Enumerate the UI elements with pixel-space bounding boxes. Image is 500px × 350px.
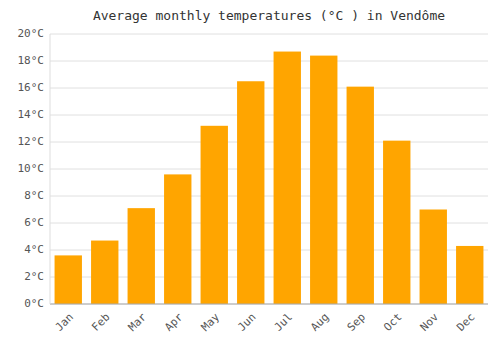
grid-line: [50, 61, 488, 62]
bar: [274, 52, 301, 304]
x-axis-line: [50, 304, 488, 305]
y-tick-label: 4°C: [24, 243, 44, 256]
x-tick-label: Aug: [308, 311, 331, 334]
x-tick-label: Jan: [53, 311, 76, 334]
grid-line: [50, 196, 488, 197]
x-tick-label: Feb: [89, 311, 112, 334]
grid-line: [50, 34, 488, 35]
chart: 0°C 2°C 4°C 6°C 8°C 10°C 12°C 14°C 16°C 18°C 20°C J…: [0, 0, 500, 350]
y-tick-label: 14°C: [18, 108, 45, 121]
bar: [237, 81, 264, 304]
bar: [201, 126, 228, 304]
bar: [420, 210, 447, 305]
y-tick-label: 20°C: [18, 27, 45, 40]
y-tick-label: 16°C: [18, 81, 45, 94]
y-axis-line: [50, 34, 51, 304]
x-tick-label: Jun: [235, 311, 258, 334]
grid-line: [50, 115, 488, 116]
y-tick-label: 2°C: [24, 270, 44, 283]
grid: [50, 34, 488, 304]
y-tick-label: 12°C: [18, 135, 45, 148]
x-tick-label: May: [199, 310, 223, 334]
bar: [164, 174, 191, 304]
bar: [347, 87, 374, 304]
bar: [383, 141, 410, 304]
x-tick-label: Apr: [162, 310, 186, 334]
x-tick-label: Nov: [418, 310, 442, 334]
x-tick-label: Sep: [345, 311, 368, 334]
y-tick-label: 6°C: [24, 216, 44, 229]
title: Average monthly temperatures (°C ) in Ve…: [93, 8, 445, 23]
y-tick-label: 0°C: [24, 297, 44, 310]
grid-line: [50, 88, 488, 89]
grid-line: [50, 142, 488, 143]
bar: [91, 241, 118, 304]
x-tick-label: Oct: [381, 311, 404, 334]
grid-line: [50, 169, 488, 170]
x-tick-label: Dec: [454, 311, 477, 334]
bar: [128, 208, 155, 304]
x-tick-label: Mar: [126, 310, 150, 334]
bar: [310, 56, 337, 304]
y-tick-label: 8°C: [24, 189, 44, 202]
bar: [55, 255, 82, 304]
x-tick-label: Jul: [272, 311, 295, 334]
bar: [456, 246, 483, 304]
chart-container: 0°C 2°C 4°C 6°C 8°C 10°C 12°C 14°C 16°C 18°C 20°C J…: [0, 0, 500, 350]
y-tick-label: 10°C: [18, 162, 45, 175]
grid-line: [50, 304, 488, 305]
bars: [55, 52, 484, 304]
y-tick-label: 18°C: [18, 54, 45, 67]
